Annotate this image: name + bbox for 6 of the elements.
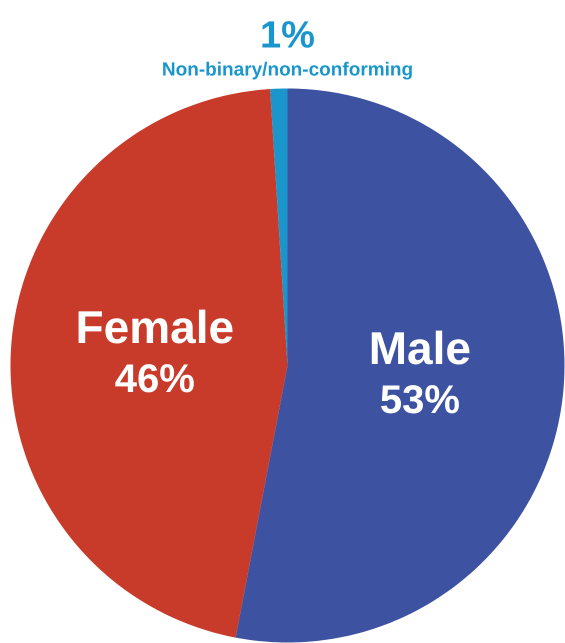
slice-label: Non-binary/non-conforming	[162, 60, 414, 80]
slice-label: Female	[76, 301, 234, 354]
data-label: 1%	[260, 14, 315, 56]
slice-label: Male	[368, 322, 472, 374]
data-label: 46%	[114, 357, 195, 402]
data-label: 53%	[380, 378, 460, 422]
